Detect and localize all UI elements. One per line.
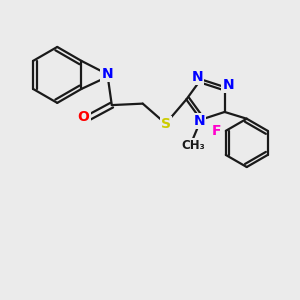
Text: N: N xyxy=(194,114,205,128)
Text: O: O xyxy=(78,110,89,124)
Text: S: S xyxy=(161,117,171,130)
Text: CH₃: CH₃ xyxy=(182,139,206,152)
Text: N: N xyxy=(222,78,234,92)
Text: N: N xyxy=(102,67,113,81)
Text: F: F xyxy=(212,124,221,138)
Text: N: N xyxy=(192,70,203,84)
